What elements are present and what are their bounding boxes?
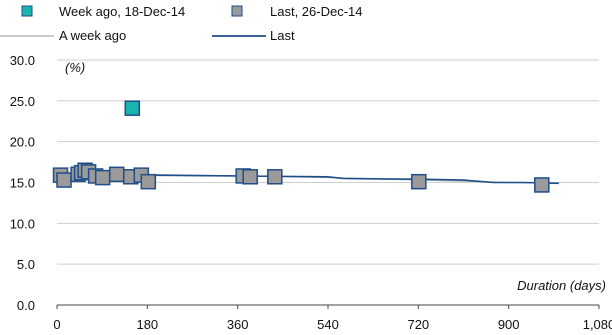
data-point xyxy=(242,169,258,185)
x-tick-label: 360 xyxy=(227,317,249,332)
x-axis-label: Duration (days) xyxy=(517,278,606,293)
data-point xyxy=(56,172,72,188)
y-tick-label: 0.0 xyxy=(17,298,35,313)
y-tick-label: 15.0 xyxy=(10,176,35,191)
x-tick-label: 720 xyxy=(407,317,429,332)
data-point xyxy=(411,173,427,190)
legend-label: Week ago, 18-Dec-14 xyxy=(59,4,185,19)
x-tick-label: 1,080 xyxy=(583,317,612,332)
x-tick-label: 540 xyxy=(317,317,339,332)
legend-label: Last xyxy=(270,28,295,43)
data-point xyxy=(124,100,141,116)
y-tick-label: 30.0 xyxy=(10,53,35,68)
x-tick-label: 180 xyxy=(136,317,158,332)
x-tick-label: 0 xyxy=(53,317,60,332)
data-point xyxy=(94,169,111,186)
legend-marker xyxy=(21,5,33,17)
legend-label: Last, 26-Dec-14 xyxy=(270,4,363,19)
y-axis-label: (%) xyxy=(65,60,85,75)
x-tick-label: 900 xyxy=(498,317,520,332)
y-tick-label: 5.0 xyxy=(17,257,35,272)
legend-marker xyxy=(231,5,243,17)
data-point xyxy=(267,169,283,185)
data-point xyxy=(534,177,550,193)
data-point xyxy=(140,173,157,190)
legend-label: A week ago xyxy=(59,28,126,43)
y-tick-label: 25.0 xyxy=(10,94,35,109)
y-tick-label: 10.0 xyxy=(10,216,35,231)
y-tick-label: 20.0 xyxy=(10,135,35,150)
data-point xyxy=(108,166,125,183)
